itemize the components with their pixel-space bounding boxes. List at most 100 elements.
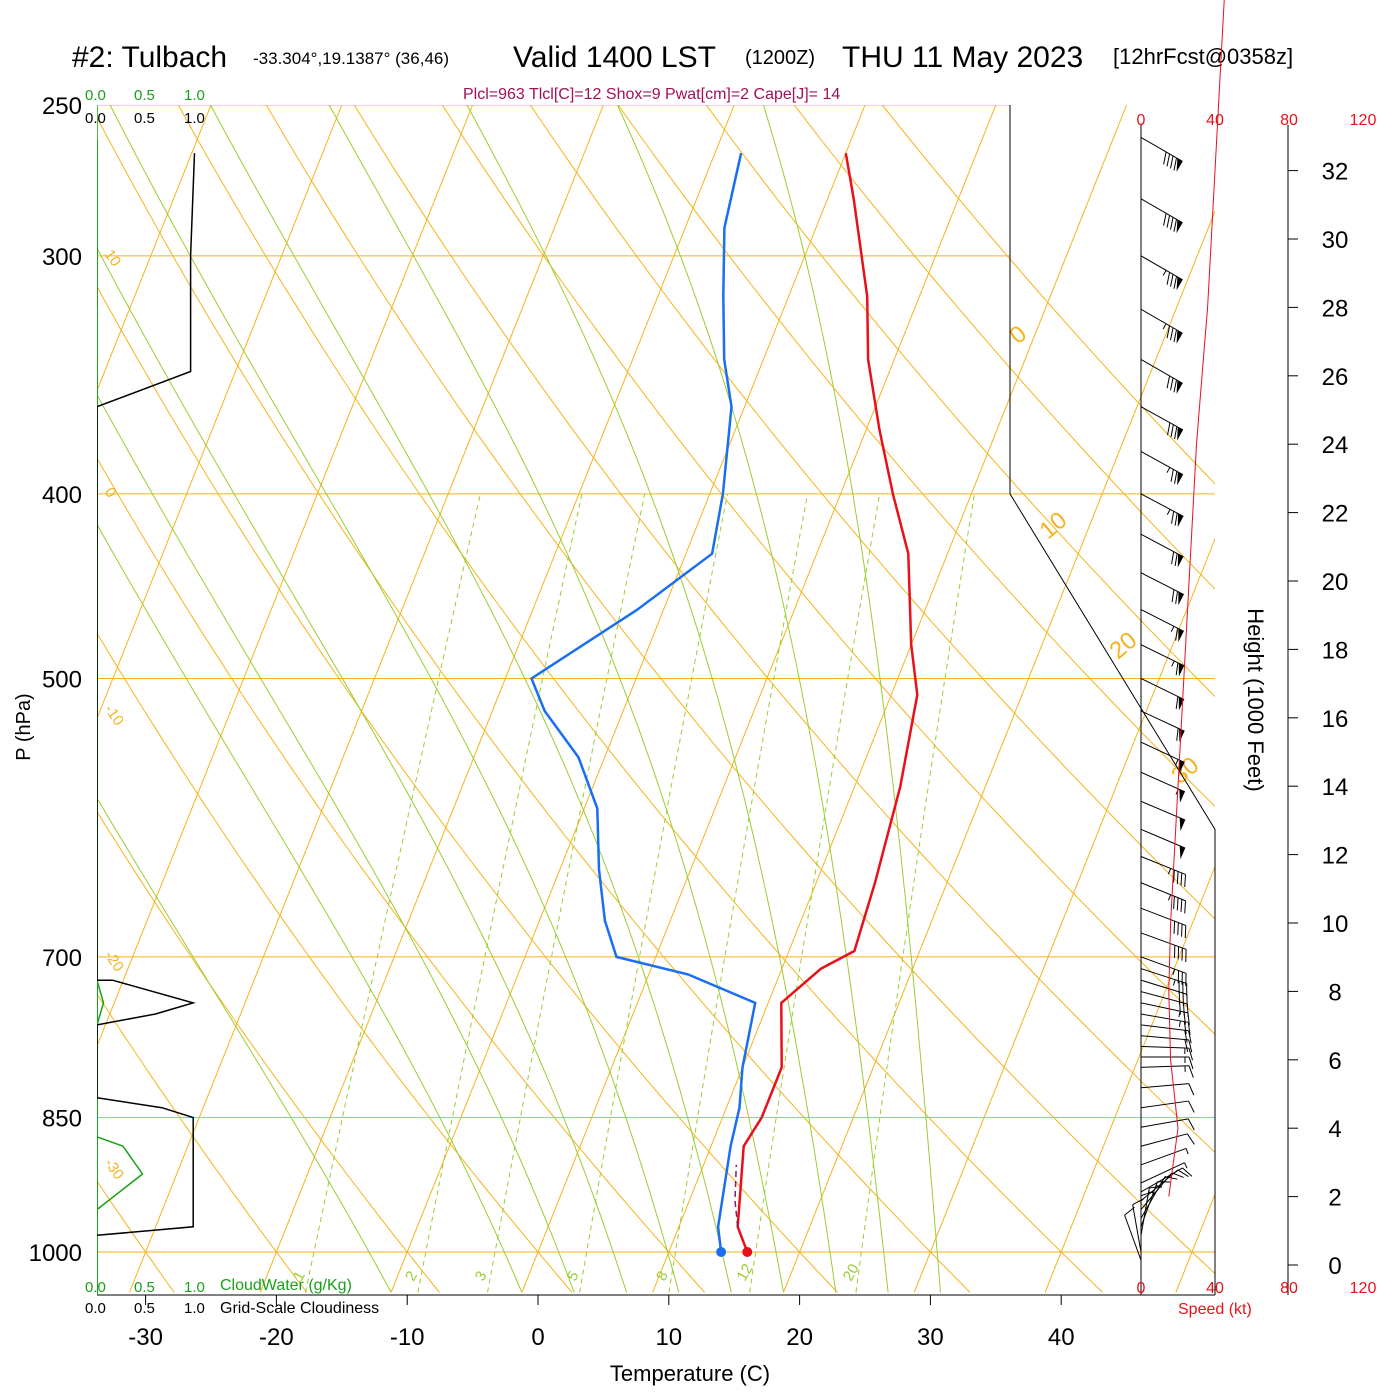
dry-adiabat <box>881 105 1215 485</box>
x-axis-label: Temperature (C) <box>610 1361 770 1386</box>
wind-barb <box>1140 1045 1194 1061</box>
wind-barb-flag <box>1173 379 1177 393</box>
wind-barb-flag <box>1184 900 1187 914</box>
cloudiness-bottom-tick: 0.0 <box>85 1300 106 1317</box>
height-tick-label: 6 <box>1328 1048 1341 1075</box>
mixing-ratio-line <box>749 493 881 1293</box>
height-tick-label: 4 <box>1328 1116 1341 1143</box>
wind-barb-staff <box>1140 1167 1183 1193</box>
x-tick-label: 0 <box>531 1324 544 1351</box>
wind-barb-pennant <box>1179 817 1186 832</box>
wind-barb <box>1140 856 1187 888</box>
wind-barb <box>1140 533 1184 568</box>
wind-barb <box>1140 1147 1189 1166</box>
wind-barb-pennant <box>1176 219 1183 234</box>
cloudwater-trace <box>97 105 144 1293</box>
mixing-ratio-label: 3 <box>472 1268 491 1284</box>
x-tick-label: 40 <box>1048 1324 1075 1351</box>
surface-dewpoint-point <box>716 1247 727 1257</box>
dewpoint-trace <box>529 152 757 1253</box>
dry-adiabat <box>97 1180 175 1293</box>
wind-barb-flag <box>1173 157 1177 171</box>
cloudwater-bottom-tick: 0.5 <box>134 1279 155 1296</box>
wind-barb-staff <box>1140 828 1186 849</box>
pressure-tick-label: 400 <box>42 482 82 509</box>
wind-barb-pennant <box>1177 553 1184 568</box>
height-tick-label: 22 <box>1322 501 1349 528</box>
wind-barb-staff <box>1132 1204 1142 1253</box>
dry-adiabat <box>97 993 308 1293</box>
moist-adiabat <box>97 393 575 1293</box>
wind-barb-pennant <box>1176 380 1183 394</box>
wind-barb-flag <box>1171 551 1175 565</box>
wind-barb-half <box>1162 323 1167 330</box>
moist-adiabat <box>109 105 680 1293</box>
wind-barb-half <box>1167 868 1172 875</box>
wind-barb-staff <box>1140 358 1183 384</box>
cloudiness-label: Grid-Scale Cloudiness <box>220 1300 379 1317</box>
wind-barb-staff <box>1140 533 1184 558</box>
mixing-ratio-label: 20 <box>840 1261 863 1284</box>
wind-barb <box>1140 1013 1191 1035</box>
wind-barb-pennant <box>1178 628 1184 642</box>
pressure-tick-label: 1000 <box>29 1240 82 1267</box>
station-coords: -33.304°,19.1387° (36,46) <box>253 49 449 68</box>
wind-barb-flag <box>1173 921 1176 934</box>
wind-barb <box>1140 572 1184 606</box>
wind-barb <box>1132 1198 1145 1253</box>
wind-barb-flag <box>1173 869 1175 883</box>
mixing-ratio-label: 5 <box>564 1268 583 1284</box>
wind-barb-half <box>1166 467 1171 473</box>
isotherm-line <box>521 105 997 1293</box>
height-tick-label: 32 <box>1322 159 1349 186</box>
wind-barb <box>1140 406 1184 441</box>
cloudiness-bottom-tick: 1.0 <box>184 1300 205 1317</box>
sounding-indices: Plcl=963 Tlcl[C]=12 Shox=9 Pwat[cm]=2 Ca… <box>463 86 840 103</box>
wind-barb-flag <box>1163 151 1167 165</box>
height-tick-label: 18 <box>1322 637 1349 664</box>
isotherm-line <box>913 537 1215 1293</box>
wind-barb <box>1140 1024 1192 1044</box>
wind-barb <box>1140 741 1185 774</box>
height-tick-label: 16 <box>1322 706 1349 733</box>
mixing-ratio-line <box>417 493 583 1293</box>
isotherm-line <box>129 105 604 1293</box>
dry-adiabat <box>265 105 1215 1275</box>
wind-barb <box>1140 450 1184 486</box>
x-tick-label: -20 <box>259 1324 294 1351</box>
wind-barb-flag <box>1180 872 1183 886</box>
wind-barb <box>1140 1118 1195 1131</box>
dry-adiabat <box>353 105 1215 1154</box>
wind-barb-flag <box>1170 469 1174 482</box>
wind-barb-flag <box>1174 426 1178 440</box>
wind-barb-pennant <box>1176 158 1183 172</box>
wind-barb-flag <box>1188 1100 1195 1113</box>
isotherm-line <box>97 105 474 1048</box>
height-tick-label: 20 <box>1322 569 1349 596</box>
isotherm-line <box>390 105 866 1293</box>
station-title: #2: Tulbach <box>72 41 227 74</box>
mixing-ratio-label: 2 <box>402 1268 421 1284</box>
wind-barb <box>1140 198 1183 234</box>
dry-adiabat <box>97 285 838 1293</box>
wind-barb-half <box>1162 270 1167 276</box>
wind-barb-flag <box>1173 329 1177 343</box>
wind-barb <box>1140 932 1187 962</box>
wind-barb-pennant <box>1177 427 1183 441</box>
dry-adiabat <box>97 810 440 1293</box>
cloudwater-top-tick: 0.5 <box>134 87 155 104</box>
wind-speed-trace <box>1168 0 1225 1197</box>
wind-barb-flag <box>1177 1169 1189 1177</box>
height-tick-label: 28 <box>1322 295 1349 322</box>
wind-barb <box>1140 609 1184 642</box>
cloudwater-top-tick: 0.0 <box>85 87 106 104</box>
wind-barb-flag <box>1182 1167 1193 1177</box>
wind-barb-flag <box>1174 471 1178 484</box>
x-tick-label: -10 <box>390 1324 425 1351</box>
wind-barb-flag <box>1171 511 1175 524</box>
wind-barb-flag <box>1187 1022 1191 1035</box>
thermo-grid <box>97 105 1215 1293</box>
height-tick-label: 2 <box>1328 1185 1341 1212</box>
wind-barb-flag <box>1163 213 1167 226</box>
wind-barb-flag <box>1173 896 1175 909</box>
